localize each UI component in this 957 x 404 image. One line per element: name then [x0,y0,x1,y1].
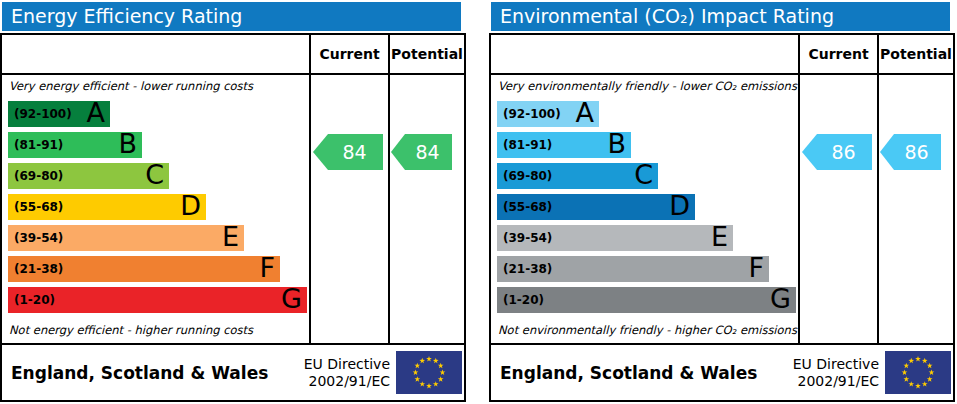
table-header: Current Potential [491,35,953,75]
band-e: (39-54) E [8,225,244,251]
band-range: (21-38) [503,256,552,282]
band-letter: D [180,192,201,220]
potential-column-header: Potential [879,35,953,73]
band-letter: G [770,285,791,313]
eu-flag-icon [885,351,951,394]
band-letter: E [222,223,239,251]
band-range: (81-91) [14,132,63,158]
band-g: (1-20) G [8,287,307,313]
band-g: (1-20) G [497,287,796,313]
scale-note-bottom: Not energy efficient - higher running co… [9,323,253,337]
band-letter: E [711,223,728,251]
scale-note-bottom: Not environmentally friendly - higher CO… [498,323,797,337]
band-range: (92-100) [14,101,72,127]
band-e: (39-54) E [497,225,733,251]
rating-scale: Very energy efficient - lower running co… [2,75,464,343]
band-d: (55-68) D [497,194,695,220]
band-f: (21-38) F [497,256,769,282]
region-label: England, Scotland & Wales [11,363,268,383]
energy-efficiency-title-bar: Energy Efficiency Rating [2,2,461,31]
band-range: (69-80) [14,163,63,189]
column-divider [798,75,800,343]
band-letter: A [576,99,594,127]
band-range: (92-100) [503,101,561,127]
epc-rating-charts: Energy Efficiency Rating Current Potenti… [0,0,957,404]
current-rating-value: 86 [831,141,855,163]
band-letter: F [748,254,764,282]
table-footer: England, Scotland & Wales EU Directive 2… [491,343,953,400]
current-rating-arrow: 86 [802,134,872,170]
column-divider [388,75,390,343]
band-range: (39-54) [14,225,63,251]
table-header: Current Potential [2,35,464,75]
co2-impact-title-bar: Environmental (CO₂) Impact Rating [491,2,950,31]
band-letter: D [669,192,690,220]
eu-directive-label: EU Directive 2002/91/EC [304,356,396,390]
band-letter: A [87,99,105,127]
energy-efficiency-table: Current Potential Very energy efficient … [0,33,466,402]
current-rating-value: 84 [342,141,366,163]
potential-rating-value: 84 [415,141,439,163]
band-range: (55-68) [503,194,552,220]
table-footer: England, Scotland & Wales EU Directive 2… [2,343,464,400]
band-range: (55-68) [14,194,63,220]
band-a: (92-100) A [8,101,110,127]
column-divider [309,75,311,343]
eu-directive-label: EU Directive 2002/91/EC [793,356,885,390]
current-column-header: Current [800,35,877,73]
rating-scale: Very environmentally friendly - lower CO… [491,75,953,343]
band-d: (55-68) D [8,194,206,220]
current-rating-arrow: 84 [313,134,383,170]
co2-impact-title: Environmental (CO₂) Impact Rating [500,5,834,27]
band-range: (1-20) [503,287,544,313]
band-c: (69-80) C [497,163,658,189]
scale-note-top: Very environmentally friendly - lower CO… [498,79,797,93]
current-column-header: Current [311,35,388,73]
column-divider [877,75,879,343]
potential-column-header: Potential [390,35,464,73]
eu-flag-icon [396,351,462,394]
band-range: (81-91) [503,132,552,158]
energy-efficiency-title: Energy Efficiency Rating [11,5,242,27]
band-letter: B [607,130,626,158]
band-f: (21-38) F [8,256,280,282]
band-c: (69-80) C [8,163,169,189]
band-letter: C [634,161,653,189]
band-range: (1-20) [14,287,55,313]
potential-rating-arrow: 84 [391,134,452,170]
potential-rating-value: 86 [904,141,928,163]
band-range: (39-54) [503,225,552,251]
potential-rating-arrow: 86 [880,134,941,170]
band-letter: F [259,254,275,282]
co2-impact-table: Current Potential Very environmentally f… [489,33,955,402]
band-a: (92-100) A [497,101,599,127]
scale-note-top: Very energy efficient - lower running co… [9,79,253,93]
band-range: (69-80) [503,163,552,189]
energy-efficiency-panel: Energy Efficiency Rating Current Potenti… [0,2,466,402]
band-range: (21-38) [14,256,63,282]
band-b: (81-91) B [8,132,142,158]
band-b: (81-91) B [497,132,631,158]
band-letter: C [145,161,164,189]
region-label: England, Scotland & Wales [500,363,757,383]
band-letter: B [118,130,137,158]
co2-impact-panel: Environmental (CO₂) Impact Rating Curren… [489,2,955,402]
band-letter: G [281,285,302,313]
